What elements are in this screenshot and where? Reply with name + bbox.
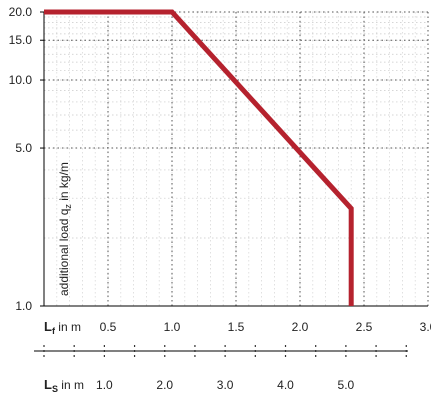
grid-layer [44, 11, 429, 307]
series-line [44, 9, 354, 306]
x-tick-label: 1.0 [164, 320, 181, 334]
y-tick-label: 10.0 [9, 73, 33, 87]
x2-tick-label: 2.0 [156, 378, 173, 392]
y-tick-label: 1.0 [15, 299, 32, 313]
y-tick-label: 5.0 [15, 141, 32, 155]
y-tick-label: 15.0 [9, 33, 33, 47]
x-tick-label: 0.5 [100, 320, 117, 334]
x-tick-label: 3.0 [420, 320, 431, 334]
axes-layer [34, 12, 428, 352]
x-tick-label: 2.5 [356, 320, 373, 334]
x2-tick-label: 4.0 [277, 378, 294, 392]
x-axis-label-lf-subscript: f [52, 326, 56, 336]
x-axis-label-ls-main: L [44, 377, 52, 392]
y-axis-label-prefix: additional load q [57, 209, 71, 296]
x2-tick-label: 1.0 [96, 378, 113, 392]
y-axis-label-suffix: in kg/m [57, 162, 71, 204]
series-layer [44, 9, 354, 306]
x-tick-label: 1.5 [228, 320, 245, 334]
x-axis-label-ls-subscript: S [52, 384, 58, 394]
x-axis-label-ls: LS in m [44, 377, 84, 394]
label-layer: 20.0 15.0 10.0 5.0 1.0 0.5 1.0 1.5 2.0 2.5 3.0 1.0 2… [9, 5, 431, 392]
y-tick-label: 20.0 [9, 5, 33, 19]
x2-tick-label: 5.0 [338, 378, 355, 392]
x-axis-label-lf-suffix: in m [55, 320, 81, 334]
x-tick-label: 2.0 [292, 320, 309, 334]
y-axis-label: additional load qz in kg/m [57, 162, 73, 296]
x-axis-label-lf: Lf in m [44, 319, 81, 336]
y-axis-label-subscript: z [63, 204, 73, 209]
x-axis-label-lf-main: L [44, 319, 52, 334]
x2-tick-label: 3.0 [217, 378, 234, 392]
x-axis-label-ls-suffix: in m [58, 378, 84, 392]
